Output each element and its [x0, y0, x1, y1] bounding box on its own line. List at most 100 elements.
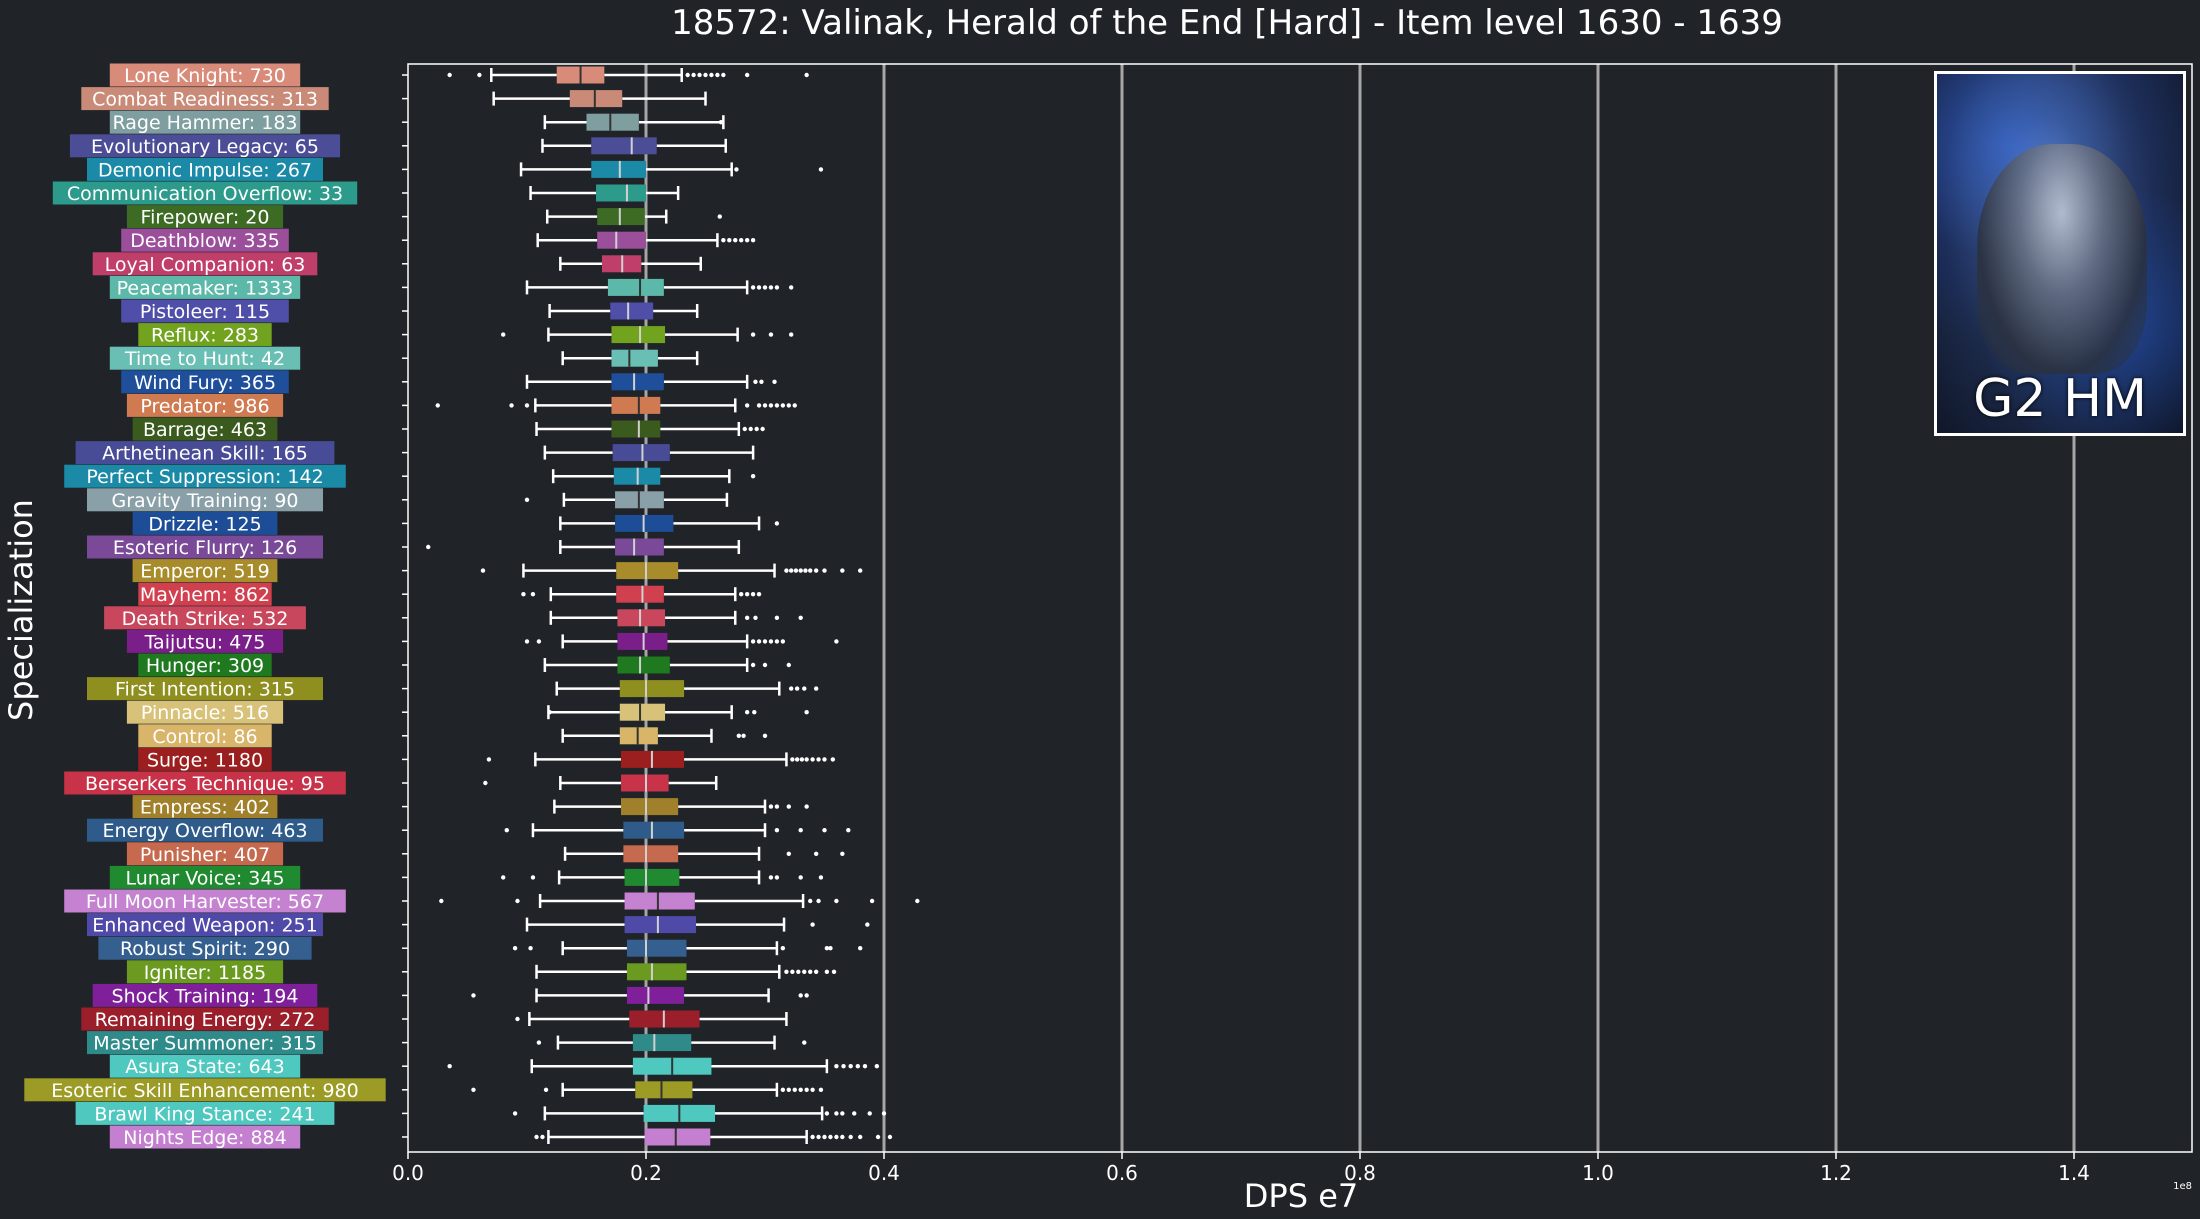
iqr-box	[621, 798, 679, 816]
outlier-point	[774, 804, 780, 809]
plot-frame	[407, 63, 2193, 1153]
category-label: First Intention: 315	[115, 679, 295, 701]
iqr-box	[611, 373, 664, 391]
outlier-point	[447, 72, 452, 78]
outlier-point	[808, 898, 813, 904]
outlier-point	[875, 1134, 881, 1140]
outlier-point	[742, 426, 747, 432]
category-label: Firepower: 20	[141, 207, 270, 229]
outlier-point	[509, 403, 514, 408]
outlier-point	[780, 946, 786, 951]
category-label: Reflux: 283	[151, 325, 259, 347]
outlier-point	[798, 828, 803, 833]
outlier-point	[760, 426, 765, 432]
outlier-point	[794, 757, 800, 762]
category-label-background	[75, 1101, 335, 1125]
outlier-point	[756, 403, 762, 408]
outlier-point	[798, 875, 803, 880]
outlier-point	[768, 639, 774, 644]
outlier-point	[804, 72, 809, 78]
outlier-point	[501, 332, 506, 337]
outlier-point	[744, 592, 750, 597]
outlier-point	[792, 1087, 797, 1093]
category-label-background	[87, 818, 323, 842]
category-label: Evolutionary Legacy: 65	[91, 136, 319, 158]
outlier-point	[530, 592, 536, 597]
category-label: Combat Readiness: 313	[92, 89, 318, 111]
outlier-point	[804, 1087, 809, 1093]
outlier-point	[834, 639, 839, 644]
outlier-point	[750, 285, 756, 290]
outlier-point	[524, 403, 530, 408]
outlier-point	[540, 1134, 545, 1140]
outlier-point	[744, 238, 750, 243]
x-tick-label: 0.0	[392, 1161, 424, 1185]
outlier-point	[802, 1040, 807, 1045]
outlier-point	[804, 757, 809, 762]
outlier-point	[768, 332, 774, 337]
category-label: Lone Knight: 730	[124, 65, 286, 87]
outlier-point	[780, 639, 786, 644]
outlier-point	[813, 568, 819, 573]
outlier-point	[788, 332, 794, 337]
outlier-point	[834, 898, 839, 904]
category-label: Demonic Impulse: 267	[98, 159, 312, 181]
outlier-point	[753, 379, 758, 384]
iqr-box	[624, 892, 695, 910]
iqr-box	[617, 609, 666, 627]
outlier-point	[840, 851, 845, 856]
outlier-point	[762, 639, 768, 644]
x-tick-label: 1.0	[1582, 1161, 1614, 1185]
category-label: Hunger: 309	[146, 655, 264, 677]
outlier-point	[834, 1111, 839, 1116]
outlier-point	[816, 757, 821, 762]
chart-title: 18572: Valinak, Herald of the End [Hard]…	[671, 3, 1783, 43]
category-label-background	[87, 1031, 323, 1055]
x-axis-label: DPS e7	[1244, 1177, 1358, 1215]
outlier-point	[426, 544, 431, 550]
outlier-point	[768, 804, 774, 809]
category-label: Igniter: 1185	[144, 962, 266, 984]
outlier-point	[439, 898, 444, 904]
category-label: Control: 86	[152, 726, 257, 748]
outlier-point	[867, 1111, 872, 1116]
category-label-background	[109, 63, 301, 87]
outlier-point	[818, 167, 824, 172]
category-label: Esoteric Flurry: 126	[113, 537, 297, 559]
category-label-background	[109, 1054, 301, 1078]
outlier-point	[750, 662, 756, 668]
iqr-box	[624, 916, 696, 934]
outlier-point	[521, 592, 526, 597]
boss-portrait-image: G2 HM	[1934, 71, 2186, 436]
outlier-point	[762, 662, 768, 668]
outlier-point	[512, 1111, 518, 1116]
category-label: Punisher: 407	[140, 844, 270, 866]
outlier-point	[822, 568, 827, 573]
outlier-point	[718, 120, 724, 125]
outlier-point	[486, 757, 492, 762]
outlier-point	[813, 851, 819, 856]
outlier-point	[824, 969, 830, 974]
outlier-point	[818, 875, 824, 880]
category-label-background	[126, 205, 284, 229]
outlier-point	[752, 710, 757, 715]
category-label-background	[121, 228, 289, 252]
outlier-point	[530, 875, 536, 880]
outlier-point	[768, 403, 774, 408]
outlier-point	[798, 568, 803, 573]
outlier-point	[786, 1087, 791, 1093]
category-label-background	[81, 87, 329, 111]
outlier-point	[784, 568, 789, 573]
outlier-point	[786, 403, 791, 408]
category-label: Surge: 1180	[147, 749, 263, 771]
outlier-point	[524, 639, 530, 644]
outlier-point	[756, 285, 762, 290]
axis-offset-text: 1e8	[2173, 1181, 2192, 1192]
outlier-point	[858, 568, 863, 573]
outlier-point	[780, 403, 786, 408]
outlier-point	[756, 592, 762, 597]
category-label: Empress: 402	[140, 797, 270, 819]
iqr-box	[624, 868, 680, 886]
outlier-point	[762, 733, 768, 738]
